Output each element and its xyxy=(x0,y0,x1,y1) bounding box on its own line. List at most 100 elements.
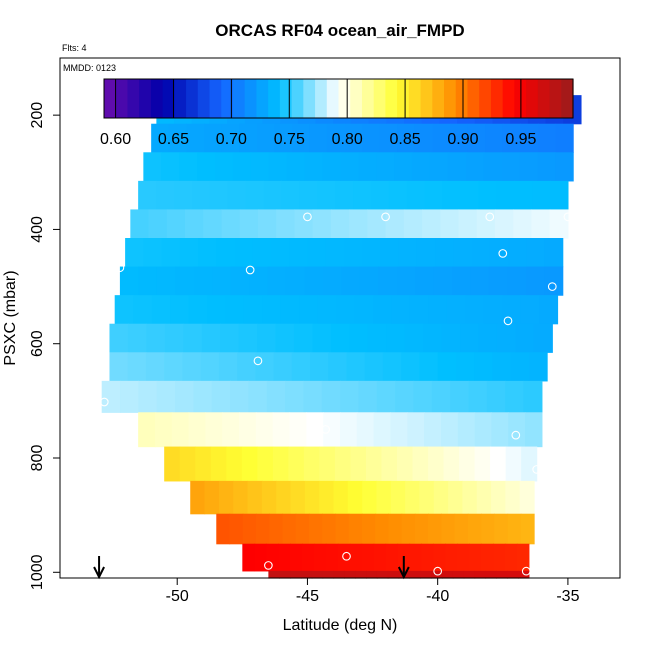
heatmap-cell xyxy=(182,352,202,382)
heatmap-cell xyxy=(470,266,490,296)
heatmap-cell xyxy=(391,295,411,325)
colorbar-cell xyxy=(479,79,492,118)
heatmap-cell xyxy=(544,238,564,268)
heatmap-cell xyxy=(539,295,559,325)
colorbar-cell xyxy=(291,79,304,118)
heatmap-cell xyxy=(435,238,454,268)
heatmap-cell xyxy=(523,380,543,413)
heatmap-cell xyxy=(428,295,448,325)
heatmap-cell xyxy=(256,123,275,153)
heatmap-cell xyxy=(502,123,521,153)
heatmap-cell xyxy=(531,209,551,239)
heatmap-cell xyxy=(322,266,342,296)
heatmap-cell xyxy=(442,180,462,211)
heatmap-cell xyxy=(390,412,408,448)
heatmap-cell xyxy=(471,238,491,268)
heatmap-cell xyxy=(491,412,509,448)
colorbar-cell xyxy=(244,79,258,118)
x-axis-label: Latitude (deg N) xyxy=(283,617,398,634)
heatmap-cell xyxy=(268,570,280,579)
heatmap-cell xyxy=(361,513,376,545)
heatmap-cell xyxy=(385,209,405,239)
heatmap-cell xyxy=(446,295,466,325)
heatmap-cell xyxy=(309,123,328,153)
heatmap-cell xyxy=(307,238,327,268)
flights-label: Flts: 4 xyxy=(62,43,87,53)
heatmap-cell xyxy=(361,543,375,572)
colorbar-cell xyxy=(315,79,328,118)
sample-ring xyxy=(253,356,263,366)
heatmap-cell xyxy=(133,295,153,325)
heatmap-cell xyxy=(412,446,429,482)
heatmap-cell xyxy=(505,446,522,482)
sample-ring xyxy=(503,316,513,326)
heatmap-cell xyxy=(528,352,548,382)
heatmap-cell xyxy=(143,238,163,268)
heatmap-cell xyxy=(241,446,258,482)
heatmap-cell xyxy=(398,238,418,268)
heatmap-cell xyxy=(505,380,525,413)
heatmap-cell xyxy=(376,380,396,413)
heatmap-cell xyxy=(478,180,497,211)
heatmap-cell xyxy=(317,180,336,211)
heatmap-cell xyxy=(114,295,134,325)
colorbar-tick-label: 0.95 xyxy=(505,131,536,148)
heatmap-cell xyxy=(555,152,574,182)
heatmap-cell xyxy=(216,238,236,268)
heatmap-cell xyxy=(289,412,307,448)
mmdd-label: MMDD: 0123 xyxy=(63,63,116,73)
heatmap-cell xyxy=(276,209,296,239)
heatmap-cell xyxy=(335,513,350,545)
heatmap-cell xyxy=(164,446,181,482)
colorbar-cell xyxy=(420,79,433,118)
heatmap-cell xyxy=(414,513,429,545)
heatmap-cell xyxy=(533,323,553,353)
heatmap-cell xyxy=(285,380,305,413)
heatmap-cell xyxy=(151,123,170,153)
x-axis: -50 -45 -40 -35 xyxy=(166,578,580,605)
heatmap-cell xyxy=(148,209,168,239)
heatmap-cell xyxy=(221,123,240,153)
heatmap-cell xyxy=(272,446,289,482)
heatmap-cell xyxy=(161,152,180,182)
heatmap-cell xyxy=(254,543,267,572)
heatmap-cell xyxy=(362,123,381,153)
heatmap-cell xyxy=(313,543,327,572)
colorbar-cell xyxy=(209,79,222,118)
heatmap-cell xyxy=(143,152,162,182)
heatmap-cell xyxy=(340,380,360,413)
heatmap-cell xyxy=(405,480,421,515)
heatmap-cell xyxy=(197,152,216,182)
colorbar-cell xyxy=(326,79,340,118)
sample-ring xyxy=(521,566,531,576)
heatmap-cell xyxy=(310,352,329,382)
heatmap-cell xyxy=(302,543,315,572)
heatmap-cell xyxy=(175,380,194,413)
sample-ring xyxy=(381,212,390,222)
sample-ring xyxy=(99,397,109,407)
heatmap-cell xyxy=(168,123,187,153)
heatmap-cell xyxy=(508,412,526,448)
heatmap-cell xyxy=(413,380,433,413)
colorbar-cell xyxy=(444,79,457,118)
heatmap-cell xyxy=(349,543,363,572)
colorbar-cell xyxy=(139,79,152,118)
heatmap-cell xyxy=(372,295,393,325)
heatmap-cell xyxy=(465,152,485,182)
heatmap-cell xyxy=(483,152,503,182)
sample-ring xyxy=(563,212,573,222)
heatmap-cell xyxy=(125,238,144,268)
colorbar-tick-label: 0.65 xyxy=(158,131,189,148)
heatmap-cell xyxy=(319,446,336,482)
sample-ring xyxy=(264,561,273,570)
heatmap-cell xyxy=(238,323,258,353)
colorbar-tick-label: 0.80 xyxy=(332,131,363,148)
heatmap-cell xyxy=(370,180,390,211)
colorbar-cell xyxy=(526,79,539,118)
heatmap-cell xyxy=(255,412,274,448)
heatmap-cell xyxy=(494,209,514,239)
heatmap-cell xyxy=(354,295,374,325)
heatmap-cell xyxy=(255,352,275,382)
heatmap-cell xyxy=(355,570,367,579)
